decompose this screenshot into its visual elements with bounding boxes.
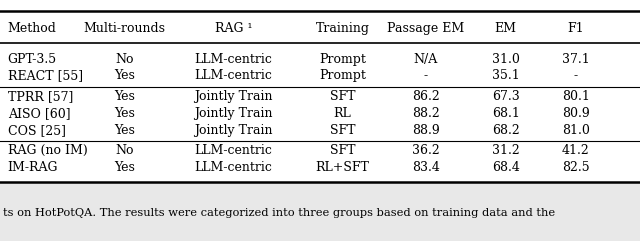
Text: 82.5: 82.5 xyxy=(562,161,590,174)
Text: -: - xyxy=(424,69,428,82)
Text: Yes: Yes xyxy=(115,69,135,82)
Text: 81.0: 81.0 xyxy=(562,124,590,137)
Text: 36.2: 36.2 xyxy=(412,144,440,157)
Text: Prompt: Prompt xyxy=(319,69,366,82)
Text: 31.0: 31.0 xyxy=(492,53,520,66)
Text: 35.1: 35.1 xyxy=(492,69,520,82)
Text: AISO [60]: AISO [60] xyxy=(8,107,70,120)
Text: 80.9: 80.9 xyxy=(562,107,590,120)
Text: RL: RL xyxy=(333,107,351,120)
Text: IM-RAG: IM-RAG xyxy=(8,161,58,174)
Text: Prompt: Prompt xyxy=(319,53,366,66)
Text: 37.1: 37.1 xyxy=(562,53,590,66)
Text: 41.2: 41.2 xyxy=(562,144,590,157)
Text: 67.3: 67.3 xyxy=(492,90,520,103)
Text: SFT: SFT xyxy=(330,124,355,137)
Text: Yes: Yes xyxy=(115,107,135,120)
Text: Yes: Yes xyxy=(115,90,135,103)
Text: ts on HotPotQA. The results were categorized into three groups based on training: ts on HotPotQA. The results were categor… xyxy=(3,208,556,218)
Text: 31.2: 31.2 xyxy=(492,144,520,157)
Text: SFT: SFT xyxy=(330,144,355,157)
Text: RAG (no IM): RAG (no IM) xyxy=(8,144,88,157)
Text: TPRR [57]: TPRR [57] xyxy=(8,90,73,103)
Text: 68.4: 68.4 xyxy=(492,161,520,174)
Text: REACT [55]: REACT [55] xyxy=(8,69,83,82)
Text: 88.2: 88.2 xyxy=(412,107,440,120)
Text: LLM-centric: LLM-centric xyxy=(195,144,273,157)
Text: F1: F1 xyxy=(568,22,584,35)
Bar xyxy=(0,182,640,241)
Text: No: No xyxy=(116,144,134,157)
Text: EM: EM xyxy=(495,22,516,35)
Text: LLM-centric: LLM-centric xyxy=(195,69,273,82)
Text: 88.9: 88.9 xyxy=(412,124,440,137)
Text: -: - xyxy=(574,69,578,82)
Text: LLM-centric: LLM-centric xyxy=(195,161,273,174)
Text: Yes: Yes xyxy=(115,124,135,137)
Text: 68.2: 68.2 xyxy=(492,124,520,137)
Text: No: No xyxy=(116,53,134,66)
Text: RL+SFT: RL+SFT xyxy=(316,161,369,174)
Text: LLM-centric: LLM-centric xyxy=(195,53,273,66)
Text: Passage EM: Passage EM xyxy=(387,22,464,35)
Text: 68.1: 68.1 xyxy=(492,107,520,120)
Text: Jointly Train: Jointly Train xyxy=(195,107,273,120)
Text: 86.2: 86.2 xyxy=(412,90,440,103)
Text: Training: Training xyxy=(316,22,369,35)
Text: Multi-rounds: Multi-rounds xyxy=(84,22,166,35)
Text: Method: Method xyxy=(8,22,56,35)
Text: Jointly Train: Jointly Train xyxy=(195,124,273,137)
Text: RAG ¹: RAG ¹ xyxy=(215,22,252,35)
Text: N/A: N/A xyxy=(413,53,438,66)
Text: Jointly Train: Jointly Train xyxy=(195,90,273,103)
Text: Yes: Yes xyxy=(115,161,135,174)
Text: GPT-3.5: GPT-3.5 xyxy=(8,53,57,66)
Text: SFT: SFT xyxy=(330,90,355,103)
Text: COS [25]: COS [25] xyxy=(8,124,66,137)
Text: 83.4: 83.4 xyxy=(412,161,440,174)
Text: 80.1: 80.1 xyxy=(562,90,590,103)
